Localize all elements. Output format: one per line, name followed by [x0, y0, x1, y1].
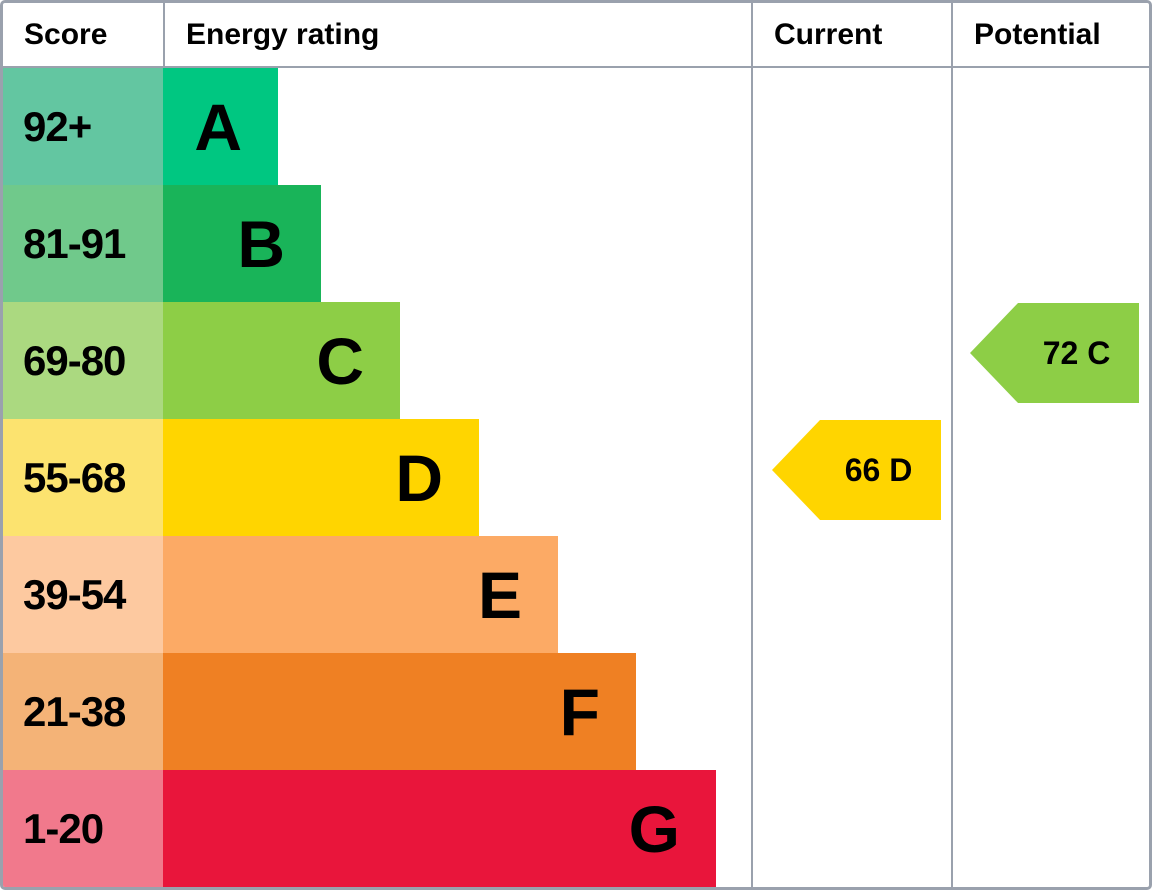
potential-cell-b — [951, 185, 1149, 302]
band-letter-a: A — [194, 89, 242, 164]
band-bar-c: C — [163, 302, 400, 419]
potential-rating-label: 72 C — [1042, 334, 1111, 371]
header-energy-rating-label: Energy rating — [186, 17, 380, 51]
score-cell-f: 21-38 — [3, 653, 163, 770]
potential-cell-e — [951, 536, 1149, 653]
score-range-b: 81-91 — [23, 219, 126, 267]
rating-cell-d: D — [163, 419, 751, 536]
band-letter-d: D — [395, 440, 443, 515]
score-range-d: 55-68 — [23, 453, 126, 501]
band-bar-g: G — [163, 770, 716, 887]
potential-cell-a — [951, 68, 1149, 185]
current-rating-label: 66 D — [844, 451, 913, 488]
header-energy-rating: Energy rating — [163, 3, 751, 68]
rating-cell-c: C — [163, 302, 751, 419]
band-letter-e: E — [477, 557, 522, 632]
header-score: Score — [3, 3, 163, 68]
score-cell-e: 39-54 — [3, 536, 163, 653]
rating-cell-a: A — [163, 68, 751, 185]
score-cell-d: 55-68 — [3, 419, 163, 536]
score-range-c: 69-80 — [23, 336, 126, 384]
rating-cell-e: E — [163, 536, 751, 653]
potential-rating-marker: 72 C — [970, 303, 1139, 403]
score-range-e: 39-54 — [23, 570, 126, 618]
current-cell-a — [751, 68, 951, 185]
score-range-a: 92+ — [23, 102, 92, 150]
current-cell-d: 66 D — [751, 419, 951, 536]
score-cell-g: 1-20 — [3, 770, 163, 887]
potential-cell-d — [951, 419, 1149, 536]
current-cell-b — [751, 185, 951, 302]
score-cell-b: 81-91 — [3, 185, 163, 302]
rating-cell-b: B — [163, 185, 751, 302]
band-bar-f: F — [163, 653, 636, 770]
current-cell-g — [751, 770, 951, 887]
header-potential-label: Potential — [974, 17, 1101, 51]
score-cell-a: 92+ — [3, 68, 163, 185]
score-range-g: 1-20 — [23, 804, 104, 852]
band-bar-e: E — [163, 536, 558, 653]
score-range-f: 21-38 — [23, 687, 126, 735]
current-rating-marker: 66 D — [772, 420, 941, 520]
header-current-label: Current — [774, 17, 883, 51]
current-cell-e — [751, 536, 951, 653]
header-current: Current — [751, 3, 951, 68]
band-letter-g: G — [628, 791, 680, 866]
potential-cell-g — [951, 770, 1149, 887]
current-cell-f — [751, 653, 951, 770]
potential-cell-f — [951, 653, 1149, 770]
band-letter-c: C — [316, 323, 364, 398]
potential-cell-c: 72 C — [951, 302, 1149, 419]
header-potential: Potential — [951, 3, 1149, 68]
band-letter-b: B — [237, 206, 285, 281]
header-score-label: Score — [24, 17, 108, 51]
band-bar-b: B — [163, 185, 321, 302]
epc-grid: Score Energy rating Current Potential 92… — [3, 3, 1149, 887]
band-bar-d: D — [163, 419, 479, 536]
rating-cell-f: F — [163, 653, 751, 770]
rating-cell-g: G — [163, 770, 751, 887]
current-cell-c — [751, 302, 951, 419]
score-cell-c: 69-80 — [3, 302, 163, 419]
band-bar-a: A — [163, 68, 278, 185]
band-letter-f: F — [559, 674, 600, 749]
